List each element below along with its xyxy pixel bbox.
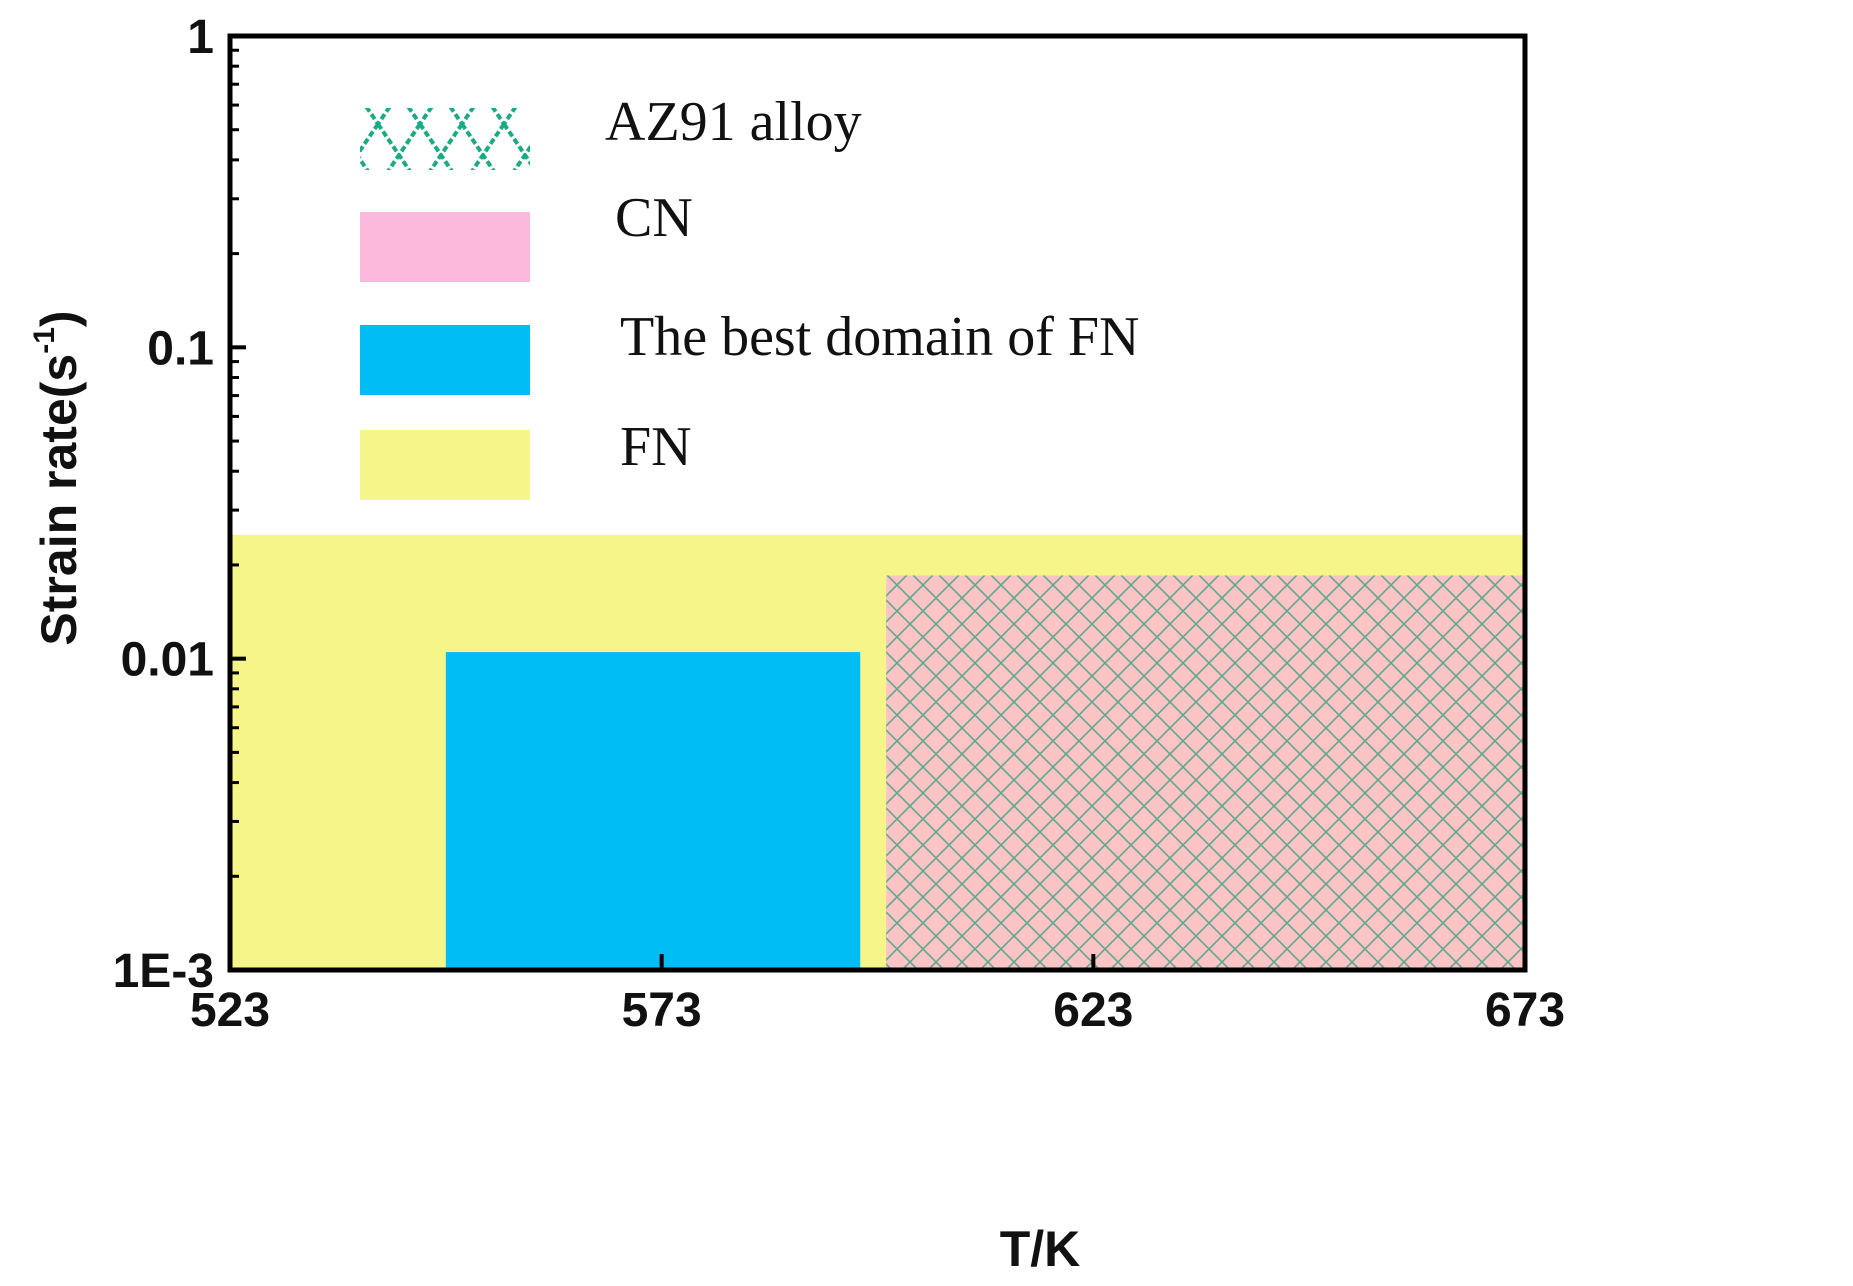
legend-label: FN: [620, 416, 692, 478]
y-axis-title-sup: -1: [28, 327, 61, 354]
legend-swatch-the-best-domain-of-fn: [360, 325, 530, 395]
y-axis-title-close: ): [31, 310, 87, 327]
legend-label: The best domain of FN: [620, 306, 1139, 368]
y-axis-title-main: Strain rate(s: [31, 354, 87, 646]
plot-regions: [230, 534, 1525, 970]
tick-labels: 1E-3 0.01 0.1 1 523 573 623 673: [113, 11, 1565, 1037]
legend-swatch-az91-alloy: [360, 108, 530, 170]
tick-marks: [228, 34, 1527, 972]
legend-swatch-cn: [360, 212, 530, 282]
x-tick-label: 573: [622, 984, 702, 1037]
legend: AZ91 alloy CN The best domain of FN FN: [360, 91, 1139, 500]
y-tick-label: 1: [187, 11, 214, 64]
axes: [227, 33, 1528, 973]
region-best: [445, 652, 861, 970]
x-tick-label: 623: [1053, 984, 1133, 1037]
y-tick-label: 0.1: [147, 322, 214, 375]
plot-frame: [227, 33, 1528, 973]
x-tick-label: 523: [190, 984, 270, 1037]
y-tick-label: 1E-3: [113, 945, 214, 998]
x-tick-label: 673: [1485, 984, 1565, 1037]
legend-label: CN: [615, 187, 693, 249]
y-tick-label: 0.01: [121, 634, 214, 687]
region-az91: [886, 575, 1525, 970]
legend-label: AZ91 alloy: [605, 91, 862, 153]
x-axis-title: T/K: [1000, 1221, 1081, 1277]
y-axis-title: Strain rate(s-1): [28, 310, 87, 645]
legend-swatch-fn: [360, 430, 530, 500]
